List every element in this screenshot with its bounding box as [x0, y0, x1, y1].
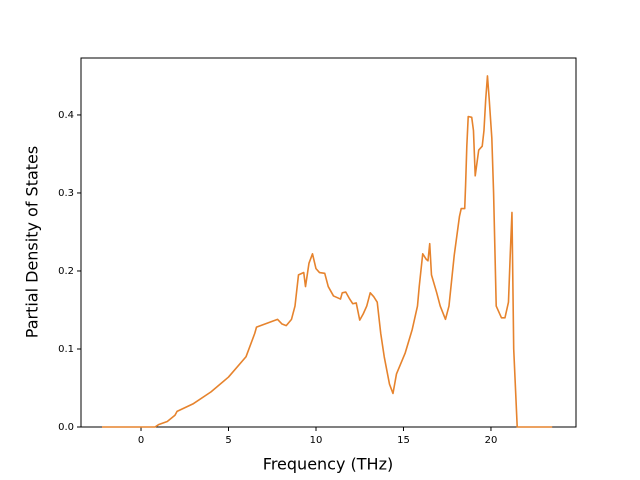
x-tick-label: 0: [138, 435, 144, 446]
y-tick-label: 0.3: [58, 188, 74, 199]
line-series: [101, 75, 553, 428]
x-tick-label: 20: [485, 435, 498, 446]
x-tick-label: 15: [397, 435, 410, 446]
x-axis-label: Frequency (THz): [263, 455, 393, 474]
plot-frame: [80, 57, 577, 428]
x-tick-label: 5: [225, 435, 231, 446]
y-tick-label: 0.1: [58, 344, 74, 355]
y-tick-label: 0.2: [58, 266, 74, 277]
y-tick-label: 0.4: [58, 110, 74, 121]
x-tick-label: 10: [310, 435, 323, 446]
y-tick-label: 0.0: [58, 422, 74, 433]
y-axis-label: Partial Density of States: [23, 146, 42, 338]
